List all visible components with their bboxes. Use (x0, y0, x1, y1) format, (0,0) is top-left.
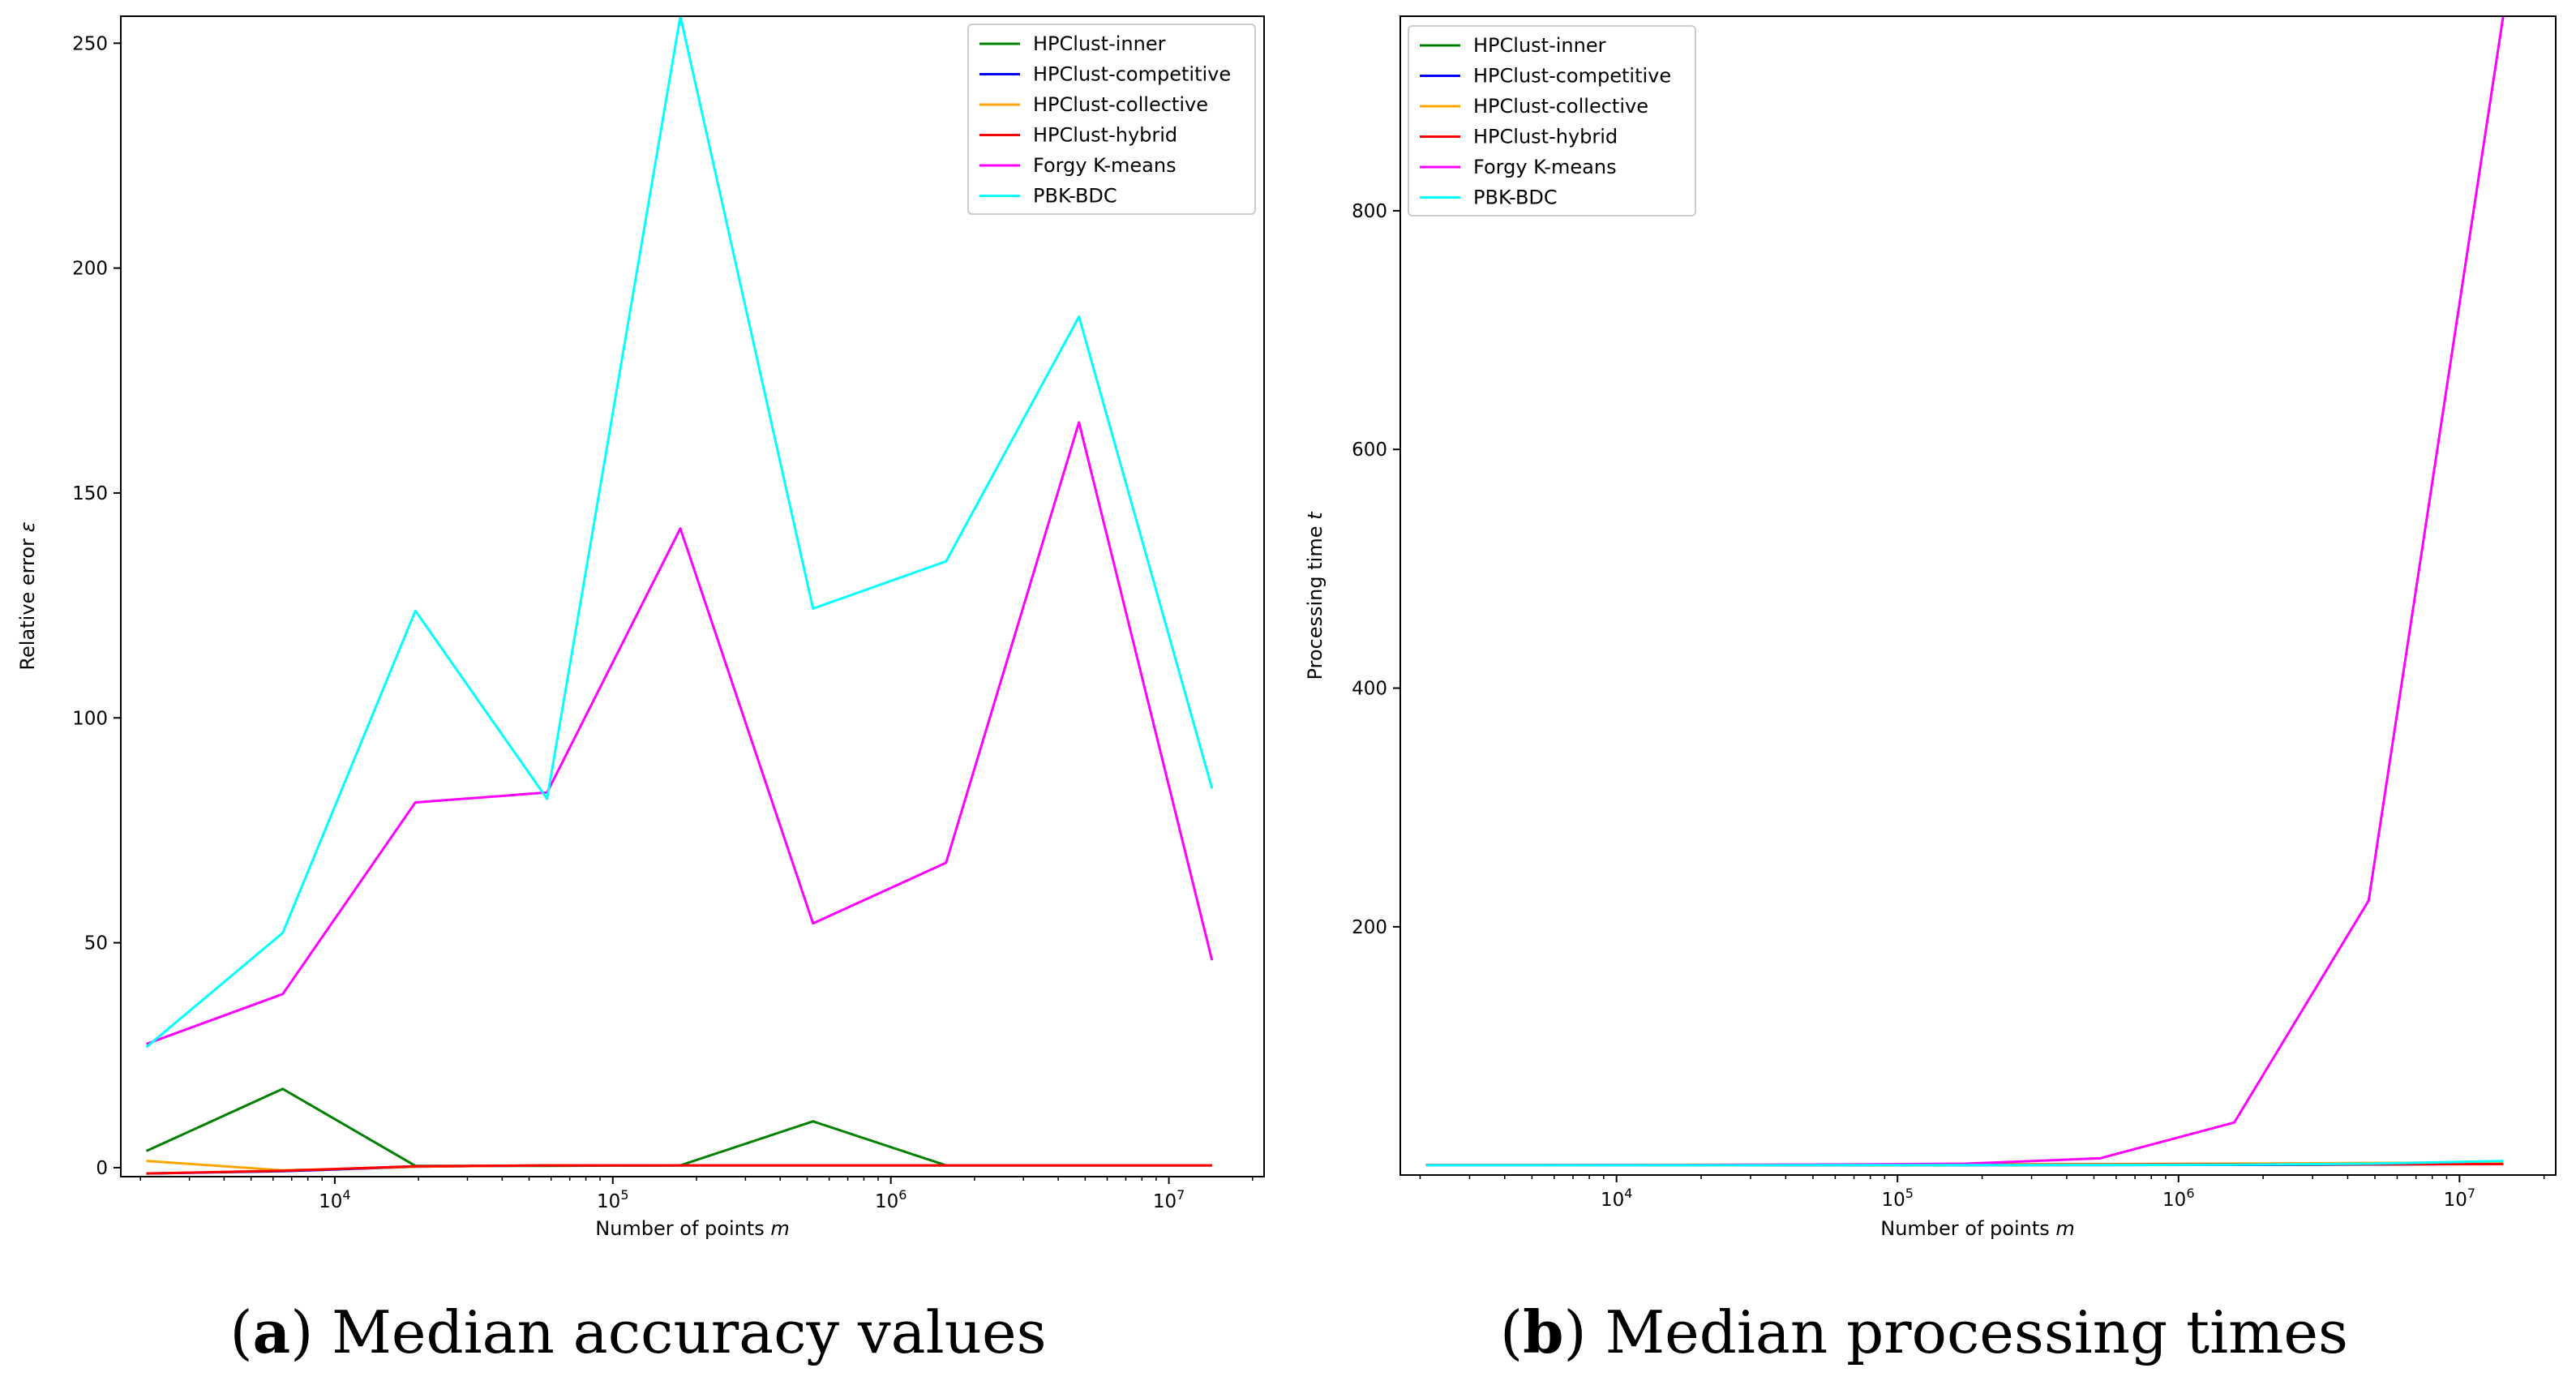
panel-a-xtick-label: 105 (597, 1187, 628, 1212)
panel-b-legend-label: HPClust-competitive (1473, 65, 1671, 88)
caption-a: (a) Median accuracy values (229, 1297, 1046, 1366)
panel-b-plot-frame (1399, 15, 2557, 1176)
panel-b-legend-entry-forgy-k-means: Forgy K-means (1420, 156, 1617, 178)
panel-b-y-axis-title: Processing time t (1304, 511, 1327, 680)
panel-b-legend-label: HPClust-hybrid (1473, 126, 1618, 148)
caption-b: (b) Median processing times (1500, 1297, 2348, 1366)
panel-b-ytick-label: 800 (1352, 201, 1387, 222)
panel-b-legend: HPClust-inner HPClust-competitive HPClust-… (1408, 25, 1696, 217)
panel-a-legend-entry-forgy-k-means: Forgy K-means (979, 154, 1177, 177)
panel-a-line-hpclust-hybrid (146, 1164, 1212, 1175)
panel-b-legend-entry-hpclust-hybrid: HPClust-hybrid (1420, 126, 1618, 148)
panel-b-ytick-label: 400 (1352, 679, 1387, 700)
panel-a-series-lines (145, 16, 1214, 1175)
panel-b-y-ticks: 200 400 600 800 (1352, 201, 1400, 938)
panel-b-legend-label: PBK-BDC (1473, 187, 1558, 209)
panel-a-legend-items: HPClust-inner HPClust-competitive HPClust-… (979, 32, 1231, 208)
panel-b-xtick-label: 106 (2162, 1186, 2194, 1211)
panel-b-legend-entry-hpclust-inner: HPClust-inner (1420, 34, 1606, 57)
panel-a-ytick-label: 50 (84, 933, 108, 954)
panel-a-line-pbk-bdc (145, 16, 1214, 1049)
panel-a-legend-label: HPClust-competitive (1033, 63, 1231, 86)
panel-a-legend-entry-hpclust-hybrid: HPClust-hybrid (979, 124, 1177, 147)
panel-a-legend-label: HPClust-inner (1033, 32, 1166, 55)
panel-b-legend-entry-hpclust-competitive: HPClust-competitive (1420, 65, 1671, 88)
panel-b-xtick-label: 107 (2444, 1186, 2475, 1211)
panel-a-plot-frame (120, 15, 1265, 1177)
panel-b-x-axis-title: Number of points m (1880, 1217, 2075, 1240)
panel-a-x-axis-title: Number of points m (595, 1217, 790, 1240)
panel-b-ytick-label: 600 (1352, 440, 1387, 461)
panel-a-legend-label: HPClust-hybrid (1033, 124, 1177, 147)
panel-a-xtick-label: 107 (1153, 1187, 1185, 1212)
panel-a-ytick-label: 100 (72, 708, 108, 729)
panel-b-legend-label: HPClust-collective (1473, 95, 1648, 118)
panel-a-ytick-label: 250 (72, 33, 108, 54)
panel-a-y-axis-title: Relative error ε (16, 521, 39, 670)
panel-b-processing-time: 200 400 600 800 104 105 106 107 Number of poin… (1304, 15, 2557, 1240)
panel-b-series-lines (1425, 16, 2505, 1167)
panel-b-legend-label: HPClust-inner (1473, 34, 1606, 57)
panel-b-legend-box (1408, 25, 1696, 217)
panel-a-legend-label: PBK-BDC (1033, 185, 1117, 208)
panel-a-legend: HPClust-inner HPClust-competitive HPClust-… (967, 24, 1256, 215)
panel-a-y-ticks: 0 50 100 150 200 250 (72, 33, 121, 1179)
panel-a-xtick-label: 104 (319, 1187, 350, 1212)
panel-b-legend-items: HPClust-inner HPClust-competitive HPClust-… (1420, 34, 1671, 209)
panel-a-legend-box (967, 24, 1256, 215)
panel-a-x-ticks: 104 105 106 107 (139, 1177, 1254, 1212)
panel-b-line-pbk-bdc (1425, 1160, 2504, 1167)
panel-b-ytick-label: 200 (1352, 917, 1387, 938)
panel-b-xtick-label: 105 (1882, 1186, 1914, 1211)
panel-a-xtick-label: 106 (875, 1187, 907, 1212)
panel-a-line-forgy-k-means (145, 421, 1214, 1045)
panel-a-legend-entry-pbk-bdc: PBK-BDC (979, 185, 1117, 208)
panel-a-legend-label: HPClust-collective (1033, 93, 1208, 116)
panel-a-legend-entry-hpclust-collective: HPClust-collective (979, 93, 1208, 116)
panel-a-legend-entry-hpclust-inner: HPClust-inner (979, 32, 1166, 55)
panel-b-legend-label: Forgy K-means (1473, 156, 1617, 178)
panel-a-ytick-label: 0 (96, 1158, 108, 1179)
panel-a-accuracy: 0 50 100 150 200 250 104 105 106 107 Number of p… (16, 15, 1265, 1240)
panel-b-legend-entry-pbk-bdc: PBK-BDC (1420, 187, 1558, 209)
panel-b-legend-entry-hpclust-collective: HPClust-collective (1420, 95, 1648, 118)
panel-a-legend-entry-hpclust-competitive: HPClust-competitive (979, 63, 1231, 86)
panel-a-line-hpclust-inner (145, 1087, 1212, 1168)
panel-a-ytick-label: 200 (72, 259, 108, 280)
panel-b-x-ticks: 104 105 106 107 (1419, 1175, 2545, 1211)
panel-b-xtick-label: 104 (1601, 1186, 1632, 1211)
panel-a-ytick-label: 150 (72, 483, 108, 504)
panel-a-legend-label: Forgy K-means (1033, 154, 1177, 177)
